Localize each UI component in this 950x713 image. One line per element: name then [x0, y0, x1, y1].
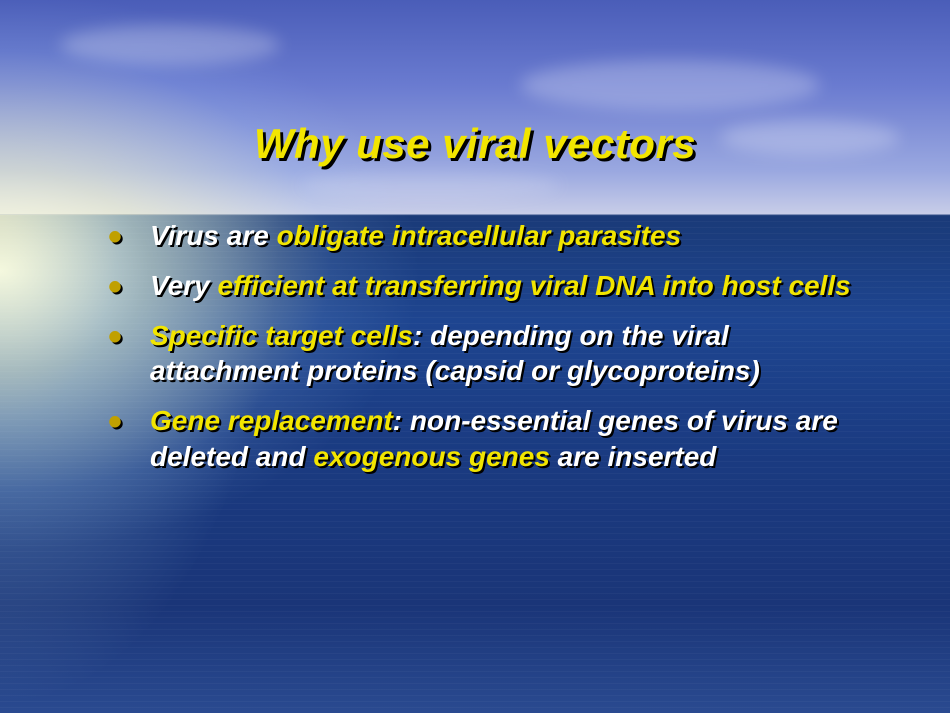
bullet-item: Specific target cells: depending on the … — [100, 318, 880, 390]
body-text: Very — [150, 270, 217, 301]
highlight-text: Specific target cells — [150, 320, 413, 351]
highlight-text: Gene replacement — [150, 405, 393, 436]
highlight-text: exogenous genes — [313, 441, 550, 472]
highlight-text: obligate intracellular parasites — [277, 220, 682, 251]
bullet-item: Gene replacement: non-essential genes of… — [100, 403, 880, 475]
bullet-item: Very efficient at transferring viral DNA… — [100, 268, 880, 304]
slide-title: Why use viral vectors — [0, 120, 950, 168]
slide-content: Why use viral vectors Virus are obligate… — [0, 0, 950, 713]
slide-title-text: Why use viral vectors — [254, 120, 696, 167]
bullet-item: Virus are obligate intracellular parasit… — [100, 218, 880, 254]
highlight-text: efficient at transferring viral DNA into… — [217, 270, 850, 301]
body-text: are inserted — [550, 441, 717, 472]
body-text: Virus are — [150, 220, 277, 251]
bullet-list: Virus are obligate intracellular parasit… — [100, 218, 880, 475]
